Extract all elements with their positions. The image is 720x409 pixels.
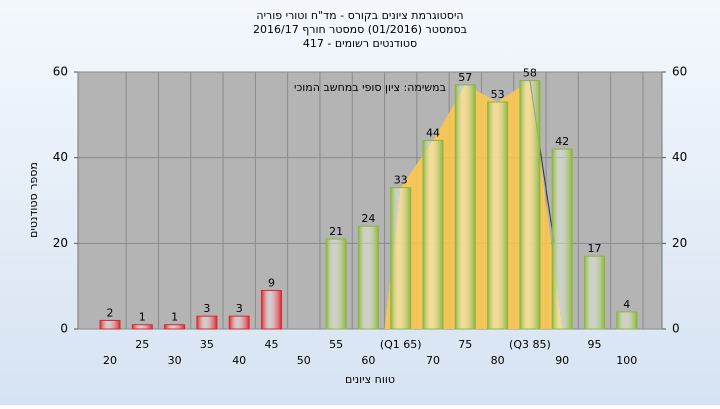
bar — [325, 238, 347, 330]
value-label: 4 — [623, 298, 630, 311]
value-label: 33 — [394, 174, 408, 187]
bar — [164, 324, 186, 330]
bar — [551, 148, 573, 330]
value-label: 3 — [203, 302, 210, 315]
value-label: 57 — [458, 71, 472, 84]
value-label: 24 — [361, 212, 375, 225]
bar — [487, 101, 509, 330]
y-tick-label: 0 — [60, 322, 68, 336]
y2-tick-label: 0 — [672, 322, 680, 336]
x-tick-label: 20 — [103, 354, 117, 367]
bar — [616, 311, 638, 330]
x-tick-label: 30 — [168, 354, 182, 367]
bar — [228, 315, 250, 330]
bar — [584, 255, 605, 330]
bar — [99, 319, 121, 330]
annotation: במשימה: ציון סופי במחשב המוכי — [294, 81, 446, 94]
value-label: 44 — [426, 127, 440, 140]
x-tick-label: 100 — [616, 354, 637, 367]
x-tick-label: 35 — [200, 338, 214, 351]
chart-subtitle: סטודנטים רשומים - 417 — [303, 37, 417, 50]
value-label: 9 — [268, 276, 275, 289]
x-tick-label: 90 — [555, 354, 569, 367]
value-label: 53 — [491, 88, 505, 101]
bar — [454, 84, 476, 330]
y2-tick-label: 20 — [672, 236, 687, 250]
value-label: 1 — [171, 311, 178, 324]
x-tick-label: 45 — [265, 338, 279, 351]
value-label: 2 — [107, 306, 114, 319]
x-tick-label: (Q3 85) — [509, 338, 551, 351]
chart-subtitle: בסמסטר (01/2016) סמסטר חורף 2016/17 — [253, 23, 467, 36]
x-tick-label: 75 — [458, 338, 472, 351]
value-label: 3 — [236, 302, 243, 315]
y2-tick-label: 40 — [672, 150, 687, 164]
y-axis-label: מספר סטודנטים — [27, 162, 40, 238]
x-tick-label: (Q1 65) — [380, 338, 422, 351]
value-label: 1 — [139, 311, 146, 324]
y2-tick-label: 60 — [672, 65, 687, 79]
value-label: 42 — [555, 135, 569, 148]
bar — [131, 324, 153, 330]
x-tick-label: 60 — [361, 354, 375, 367]
bar — [519, 80, 541, 330]
y-tick-label: 20 — [53, 236, 68, 250]
x-tick-label: 55 — [329, 338, 343, 351]
x-tick-label: 80 — [491, 354, 505, 367]
y-tick-label: 40 — [53, 150, 68, 164]
x-tick-label: 40 — [232, 354, 246, 367]
bar — [422, 140, 444, 330]
bar — [196, 315, 218, 330]
x-axis-label: טווח ציונים — [345, 373, 395, 386]
y-tick-label: 60 — [53, 65, 68, 79]
bar — [390, 187, 412, 330]
bar — [357, 225, 379, 330]
value-label: 58 — [523, 67, 537, 80]
x-tick-label: 25 — [135, 338, 149, 351]
bar — [261, 289, 282, 330]
x-tick-label: 95 — [588, 338, 602, 351]
x-tick-label: 50 — [297, 354, 311, 367]
value-label: 21 — [329, 225, 343, 238]
value-label: 17 — [588, 242, 602, 255]
chart-title: היסטוגרמת ציונים בקורס - מד"ח וטורי פורי… — [256, 9, 463, 22]
x-tick-label: 70 — [426, 354, 440, 367]
